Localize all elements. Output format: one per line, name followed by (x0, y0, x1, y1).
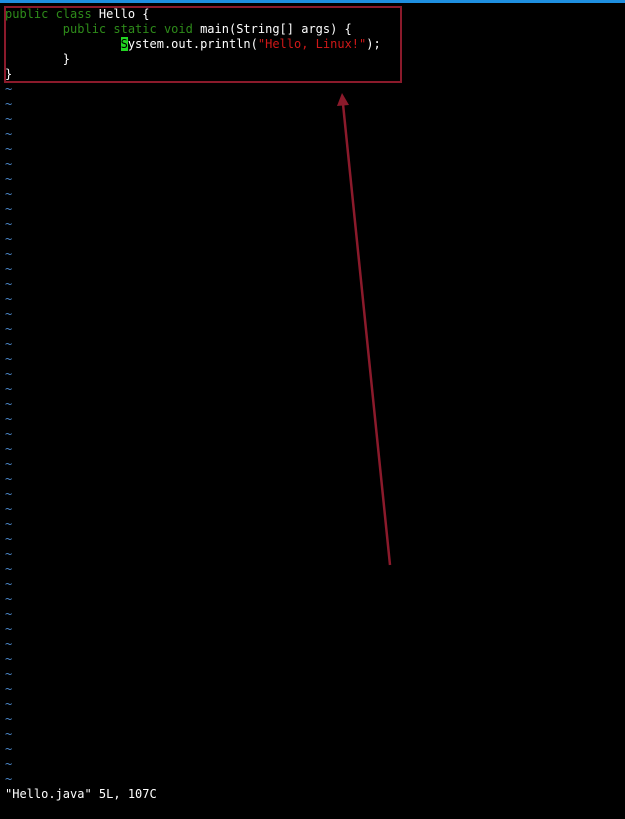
empty-line-marker: ~ (5, 472, 13, 486)
empty-line-marker: ~ (5, 82, 13, 96)
status-line: "Hello.java" 5L, 107C (5, 787, 157, 801)
empty-line-marker: ~ (5, 202, 13, 216)
empty-line-marker: ~ (5, 592, 13, 606)
empty-line-marker: ~ (5, 247, 13, 261)
empty-line-marker: ~ (5, 97, 13, 111)
code-line-1: public class Hello { (5, 7, 620, 22)
empty-line-marker: ~ (5, 127, 13, 141)
empty-line-marker: ~ (5, 547, 13, 561)
empty-line-marker: ~ (5, 427, 13, 441)
empty-line-marker: ~ (5, 622, 13, 636)
code-line-4: } (5, 52, 71, 66)
empty-line-marker: ~ (5, 322, 13, 336)
empty-line-marker: ~ (5, 157, 13, 171)
empty-line-marker: ~ (5, 172, 13, 186)
empty-line-marker: ~ (5, 532, 13, 546)
empty-line-marker: ~ (5, 187, 13, 201)
empty-line-marker: ~ (5, 382, 13, 396)
empty-line-marker: ~ (5, 142, 13, 156)
empty-line-marker: ~ (5, 607, 13, 621)
empty-line-marker: ~ (5, 712, 13, 726)
empty-line-marker: ~ (5, 487, 13, 501)
empty-line-marker: ~ (5, 367, 13, 381)
empty-line-marker: ~ (5, 577, 13, 591)
empty-line-marker: ~ (5, 262, 13, 276)
indent (5, 37, 121, 51)
empty-line-marker: ~ (5, 502, 13, 516)
empty-line-marker: ~ (5, 457, 13, 471)
empty-line-marker: ~ (5, 412, 13, 426)
empty-line-marker: ~ (5, 757, 13, 771)
empty-line-marker: ~ (5, 307, 13, 321)
code-line-3: System.out.println("Hello, Linux!"); (5, 37, 620, 52)
empty-line-marker: ~ (5, 682, 13, 696)
string-literal: "Hello, Linux!" (257, 37, 367, 51)
window-top-border (0, 0, 625, 3)
empty-line-marker: ~ (5, 652, 13, 666)
empty-line-marker: ~ (5, 517, 13, 531)
empty-line-marker: ~ (5, 352, 13, 366)
text-cursor[interactable]: S (120, 37, 128, 51)
empty-line-marker: ~ (5, 112, 13, 126)
code-line-5: } (5, 67, 13, 81)
code-text: ystem.out.println( (127, 37, 258, 51)
code-text: Hello { (91, 7, 150, 21)
empty-line-marker: ~ (5, 667, 13, 681)
empty-line-marker: ~ (5, 217, 13, 231)
keyword: public class (5, 7, 92, 21)
keyword: public static void (62, 22, 193, 36)
empty-line-marker: ~ (5, 742, 13, 756)
empty-line-marker: ~ (5, 397, 13, 411)
empty-line-marker: ~ (5, 562, 13, 576)
empty-line-marker: ~ (5, 442, 13, 456)
indent (5, 22, 63, 36)
code-text: ); (366, 37, 381, 51)
empty-line-marker: ~ (5, 292, 13, 306)
empty-lines: ~ ~ ~ ~ ~ ~ ~ ~ ~ ~ ~ ~ ~ ~ ~ ~ ~ ~ ~ ~ ~ ~ ~ ~ ~ ~ ~ ~ ~ ~ ~ ~ ~ ~ ~ ~ ~ ~ ~ ~… (5, 82, 620, 787)
empty-line-marker: ~ (5, 772, 13, 786)
empty-line-marker: ~ (5, 337, 13, 351)
code-line-2: public static void main(String[] args) { (5, 22, 620, 37)
empty-line-marker: ~ (5, 277, 13, 291)
empty-line-marker: ~ (5, 727, 13, 741)
code-text: main(String[] args) { (192, 22, 352, 36)
empty-line-marker: ~ (5, 697, 13, 711)
empty-line-marker: ~ (5, 232, 13, 246)
vim-editor[interactable]: public class Hello { public static void … (5, 7, 620, 787)
empty-line-marker: ~ (5, 637, 13, 651)
